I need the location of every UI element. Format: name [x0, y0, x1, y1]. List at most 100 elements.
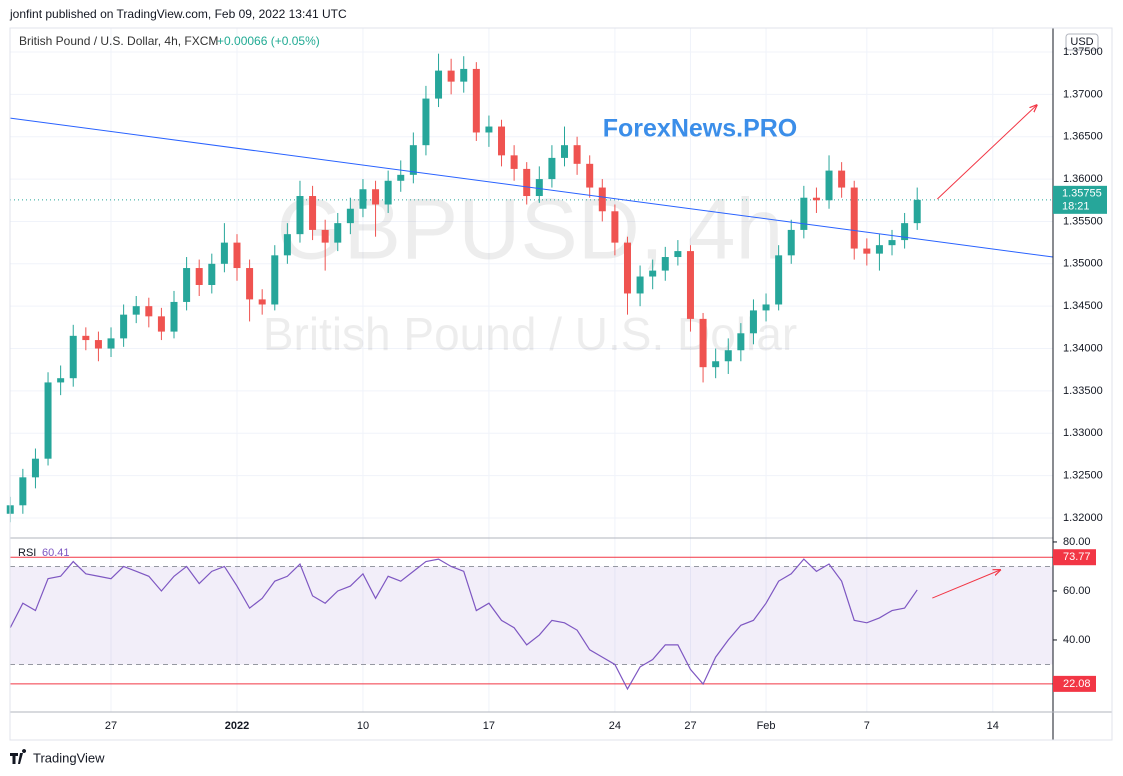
- watermark-ticker: GBPUSD, 4h: [277, 182, 784, 278]
- last-price-label: 1.35755: [1062, 188, 1102, 200]
- x-tick-label: Feb: [757, 720, 776, 732]
- candle-body: [107, 338, 115, 349]
- watermark-name: British Pound / U.S. Dollar: [263, 308, 797, 360]
- trendline: [10, 117, 1054, 258]
- candle-body: [775, 255, 783, 305]
- axes-layer: 1.32000 1.32500 1.33000 1.33500 1.34000 1.345…: [105, 46, 1107, 732]
- candle-body: [283, 234, 291, 256]
- candle-body: [447, 70, 455, 82]
- candle-body: [686, 251, 694, 319]
- candle-body: [762, 304, 770, 311]
- candle-body: [359, 189, 367, 209]
- y-tick-label: 80.00: [1063, 536, 1091, 548]
- x-tick-label: 27: [105, 720, 117, 732]
- candle-body: [661, 257, 669, 271]
- candle-body: [712, 361, 720, 368]
- candle-body: [132, 306, 140, 315]
- candle-body: [334, 223, 342, 243]
- candle-body: [573, 145, 581, 164]
- candle-body: [737, 333, 745, 351]
- y-tick-label: 1.37000: [1063, 88, 1103, 100]
- x-tick-label: 7: [864, 720, 870, 732]
- candle-body: [233, 242, 241, 269]
- bar-countdown: 18:21: [1062, 201, 1090, 213]
- candle-body: [69, 335, 77, 379]
- candle-body: [296, 196, 304, 235]
- candle-body: [94, 340, 102, 349]
- candle-body: [888, 240, 896, 246]
- candle-body: [875, 245, 883, 254]
- candle-body: [31, 458, 39, 478]
- overlay-brand: ForexNews.PRO: [603, 115, 798, 143]
- rsi-arrow: [932, 570, 1000, 599]
- candle-body: [120, 314, 128, 339]
- candle-body: [384, 180, 392, 205]
- candle-body: [82, 335, 90, 341]
- x-tick-label: 27: [684, 720, 696, 732]
- candle-body: [548, 157, 556, 180]
- rsi-level-badge: [1053, 675, 1096, 692]
- symbol-title: British Pound / U.S. Dollar, 4h, FXCM: [19, 34, 218, 48]
- rsi-name: RSI: [18, 547, 36, 559]
- y-tick-label: 1.32000: [1063, 512, 1103, 524]
- candle-body: [246, 268, 254, 300]
- candle-body: [510, 155, 518, 169]
- candle-body: [220, 242, 228, 264]
- candle-body: [157, 316, 165, 332]
- logo-mark: [10, 749, 27, 764]
- candle-body: [435, 70, 443, 99]
- candle-body: [183, 268, 191, 302]
- plot-layer: [6, 53, 1054, 691]
- y-tick-label: 1.36000: [1063, 173, 1103, 185]
- y-tick-label: 60.00: [1063, 585, 1091, 597]
- x-tick-label: 14: [987, 720, 999, 732]
- candle-body: [800, 197, 808, 230]
- candle-body: [372, 189, 380, 205]
- rsi-band: [10, 566, 1053, 665]
- rsi-level-label: 22.08: [1063, 678, 1091, 690]
- x-tick-label: 24: [609, 720, 621, 732]
- footer-logo: TradingView: [10, 749, 105, 765]
- candle-body: [485, 126, 493, 133]
- candle-body: [460, 68, 468, 82]
- candle-body: [208, 263, 216, 285]
- currency: USD: [1070, 36, 1093, 48]
- candle-body: [749, 310, 757, 334]
- candle-body: [913, 199, 921, 224]
- candle-body: [422, 98, 430, 146]
- forecast-arrow: [937, 105, 1037, 200]
- y-tick-label: 1.34000: [1063, 342, 1103, 354]
- candle-body: [850, 187, 858, 249]
- y-tick-label: 1.35000: [1063, 258, 1103, 270]
- last-price-badge: [1053, 185, 1107, 214]
- y-tick-label: 1.35500: [1063, 215, 1103, 227]
- candle-body: [623, 242, 631, 294]
- candle-body: [19, 477, 27, 506]
- candle-body: [195, 268, 203, 285]
- y-tick-label: 1.33500: [1063, 385, 1103, 397]
- frame: [9, 27, 1113, 741]
- rsi-line: [9, 558, 918, 691]
- price-change: +0.00066 (+0.05%): [217, 34, 320, 48]
- y-tick-label: 1.32500: [1063, 470, 1103, 482]
- y-tick-label: 1.37500: [1063, 46, 1103, 58]
- y-tick-label: 40.00: [1063, 634, 1091, 646]
- footer-brand: TradingView: [33, 750, 105, 765]
- candle-body: [611, 211, 619, 243]
- candle-body: [825, 170, 833, 201]
- candle-body: [724, 350, 732, 362]
- candle-body: [838, 170, 846, 188]
- candle-body: [397, 174, 405, 181]
- currency-box: [1065, 33, 1099, 51]
- rsi-value: 60.41: [42, 547, 70, 559]
- x-tick-label: 2022: [225, 720, 249, 732]
- y-tick-label: 1.34500: [1063, 300, 1103, 312]
- candle-body: [812, 197, 820, 201]
- x-tick-label: 10: [357, 720, 369, 732]
- candle-body: [535, 179, 543, 197]
- candle-body: [145, 306, 153, 317]
- candle-body: [787, 229, 795, 256]
- x-tick-label: 17: [483, 720, 495, 732]
